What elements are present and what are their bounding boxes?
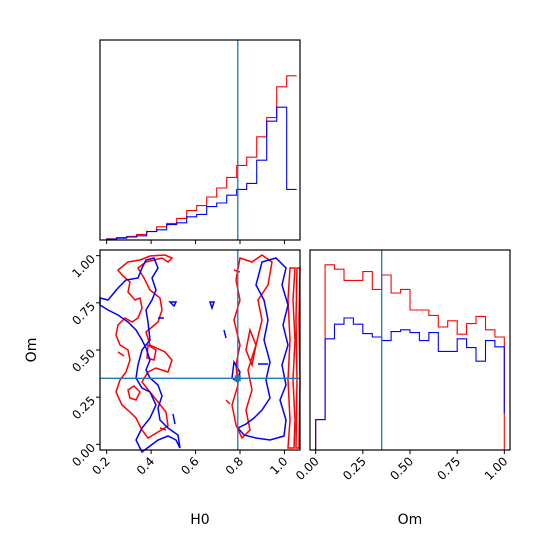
x-axis-title-om: Om: [398, 512, 423, 528]
contour-blue-right: [236, 257, 289, 441]
h0-tick-label: 1.0: [267, 454, 290, 477]
om-histogram-frame: [309, 249, 511, 451]
om-hist-tick-label: 0.25: [340, 454, 369, 483]
om-hist-tick-label: 0.00: [293, 454, 322, 483]
contour-blue-island-e: [223, 329, 227, 339]
om-hist-tick-label: 1.00: [482, 454, 511, 483]
h0-tick-label: 0.2: [89, 454, 112, 477]
tick-labels-layer: 0.2 0.4 0.6 0.8 1.00.00 0.000.250.250.500.500…: [24, 252, 510, 528]
om-histogram-series-a: [315, 264, 505, 450]
om-tick-label: 0.50: [69, 346, 98, 375]
contour-red-strip-a: [287, 267, 296, 449]
contour-blue-island-d: [172, 413, 176, 425]
contour-red-strip-b: [295, 267, 301, 449]
h0-tick-label: 0.4: [134, 454, 157, 477]
h0-tick-label: 0.6: [178, 454, 201, 477]
h0-histogram-series-a: [106, 75, 297, 240]
contour-red-dash-c: [159, 427, 167, 431]
om-tick-label: 1.00: [69, 252, 98, 281]
om-vs-h0-contours-series-a: [115, 254, 301, 449]
contour-red-right-inner: [245, 327, 257, 368]
om-histogram-series-b: [315, 317, 505, 450]
contour-blue-island-a: [168, 301, 178, 308]
contour-red-right: [231, 254, 273, 440]
y-axis-title-om: Om: [24, 338, 40, 363]
contour-red-dash-a: [117, 351, 125, 357]
contour-red-island-a: [127, 385, 141, 401]
om-hist-tick-label: 0.50: [387, 454, 416, 483]
om-vs-h0-contours-series-b: [99, 257, 289, 454]
contour-red-dash-b: [233, 269, 241, 273]
contour-red-dash-d: [225, 399, 231, 405]
h0-tick-label: 0.8: [223, 454, 246, 477]
om-tick-label: 0.75: [69, 299, 98, 328]
x-axis-title-h0: H0: [190, 512, 209, 528]
h0-histogram-series-b: [106, 106, 297, 240]
axes-layer: [96, 39, 511, 454]
om-hist-tick-label: 0.75: [434, 454, 463, 483]
truth-marker: [234, 375, 241, 382]
om-tick-label: 0.25: [69, 393, 98, 422]
contour-blue-island-b: [208, 301, 216, 311]
contour-blue-outer: [99, 257, 181, 454]
h0-histogram-frame: [99, 39, 301, 241]
